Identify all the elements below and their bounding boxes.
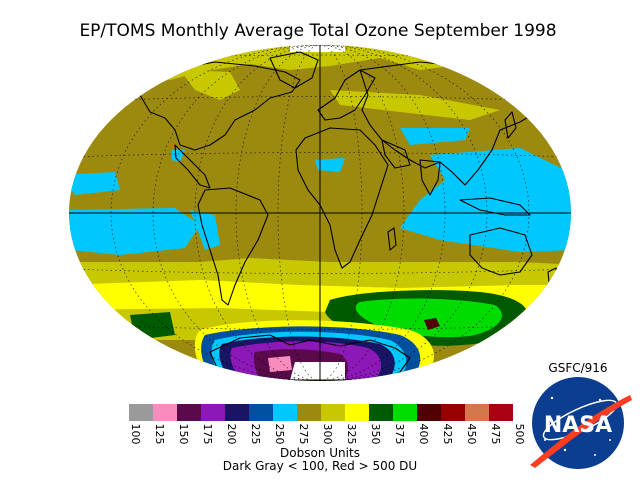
central-america-coast	[174, 144, 211, 189]
legend-tick-175: 175	[201, 424, 214, 445]
legend-tick-375: 375	[393, 424, 406, 445]
legend-unit-label: Dobson Units	[280, 446, 360, 460]
ozone-band-250-east-pacific	[70, 208, 200, 255]
legend-tick-500: 500	[513, 424, 526, 445]
legend-tick-400: 400	[417, 424, 430, 445]
australia-coast	[469, 227, 533, 276]
legend-tick-250: 250	[273, 424, 286, 445]
indonesia-coast	[459, 197, 531, 216]
legend-tick-275: 275	[297, 424, 310, 445]
legend-swatch-300	[321, 404, 345, 421]
legend-swatch-475	[489, 404, 513, 421]
nasa-logo-text: NASA	[544, 413, 612, 438]
legend-tick-425: 425	[441, 424, 454, 445]
legend-swatch-150	[177, 404, 201, 421]
vector-swoosh-icon	[530, 395, 632, 468]
ozone-band-350-west	[130, 312, 175, 340]
legend-swatch-250	[273, 404, 297, 421]
ozone-band-350-east	[540, 300, 571, 330]
ozone-band-300-north-c	[330, 90, 500, 120]
legend-tick-225: 225	[249, 424, 262, 445]
japan-coast	[504, 111, 517, 139]
legend-tick-450: 450	[465, 424, 478, 445]
legend-swatch-375	[393, 404, 417, 421]
legend-swatch-200	[225, 404, 249, 421]
color-legend: 100 125 150 175 200 225 250 275 300 325 350 375 400 4…	[129, 404, 526, 445]
ozone-band-400-spot	[424, 318, 440, 330]
south-america-coast	[197, 187, 269, 306]
legend-tick-475: 475	[489, 424, 502, 445]
legend-tick-200: 200	[225, 424, 238, 445]
ozone-map	[69, 45, 571, 381]
ozone-band-250-andes	[190, 210, 220, 250]
europe-coast	[317, 69, 376, 121]
arabia-coast	[381, 139, 411, 169]
ozone-ring-125	[268, 356, 292, 372]
no-data-polar-night	[290, 362, 345, 380]
ozone-band-250-sahara	[315, 158, 345, 172]
ozone-band-250-asia	[400, 128, 470, 145]
legend-swatch-425	[441, 404, 465, 421]
legend-swatch-400	[417, 404, 441, 421]
legend-note-label: Dark Gray < 100, Red > 500 DU	[223, 459, 417, 473]
greenland-coast	[269, 51, 319, 89]
no-data-north-pole	[290, 45, 345, 52]
legend-tick-125: 125	[153, 424, 166, 445]
madagascar-coast	[387, 227, 397, 251]
credit-label: GSFC/916	[548, 361, 607, 375]
legend-tick-100: 100	[129, 424, 142, 445]
legend-swatch-125	[153, 404, 177, 421]
legend-tick-150: 150	[177, 424, 190, 445]
ozone-band-250-pacific	[69, 172, 120, 195]
legend-swatch-325	[345, 404, 369, 421]
india-coast	[419, 159, 441, 196]
africa-coast	[295, 127, 389, 269]
legend-swatch-175	[201, 404, 225, 421]
legend-swatch-225	[249, 404, 273, 421]
legend-tick-350: 350	[369, 424, 382, 445]
legend-swatch-450	[465, 404, 489, 421]
legend-swatch-275	[297, 404, 321, 421]
legend-tick-325: 325	[345, 424, 358, 445]
legend-tick-300: 300	[321, 424, 334, 445]
map-title: EP/TOMS Monthly Average Total Ozone Sept…	[79, 21, 556, 41]
ozone-band-250-west-pacific	[400, 148, 571, 252]
north-america-coast	[139, 61, 301, 151]
legend-swatch-350	[369, 404, 393, 421]
ozone-band-300-north-b	[180, 70, 240, 100]
legend-swatch-100	[129, 404, 153, 421]
nasa-logo: NASA	[530, 377, 632, 469]
